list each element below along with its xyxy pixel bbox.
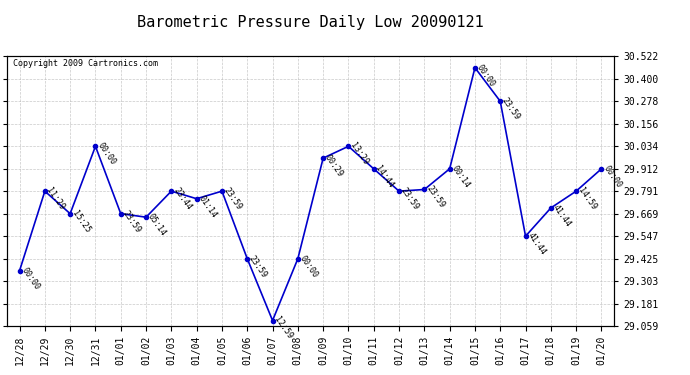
- Text: 00:00: 00:00: [602, 164, 623, 189]
- Text: 41:44: 41:44: [526, 231, 547, 256]
- Text: 01:14: 01:14: [197, 194, 218, 219]
- Text: 11:29: 11:29: [45, 186, 66, 211]
- Text: 13:29: 13:29: [348, 141, 370, 167]
- Text: Barometric Pressure Daily Low 20090121: Barometric Pressure Daily Low 20090121: [137, 15, 484, 30]
- Text: 14:59: 14:59: [576, 186, 598, 211]
- Text: 23:59: 23:59: [500, 96, 522, 122]
- Text: 14:44: 14:44: [374, 164, 395, 189]
- Text: 00:00: 00:00: [298, 254, 319, 279]
- Text: 00:14: 00:14: [450, 164, 471, 189]
- Text: 23:59: 23:59: [399, 186, 421, 211]
- Text: 00:00: 00:00: [19, 266, 41, 291]
- Text: 05:14: 05:14: [146, 212, 168, 238]
- Text: 00:00: 00:00: [475, 63, 497, 88]
- Text: 00:29: 00:29: [323, 153, 345, 178]
- Text: 12:59: 12:59: [273, 315, 294, 341]
- Text: 41:44: 41:44: [551, 203, 573, 228]
- Text: 15:25: 15:25: [70, 209, 92, 234]
- Text: 00:00: 00:00: [95, 141, 117, 167]
- Text: 23:59: 23:59: [424, 184, 446, 210]
- Text: 23:59: 23:59: [121, 209, 142, 234]
- Text: Copyright 2009 Cartronics.com: Copyright 2009 Cartronics.com: [13, 59, 158, 68]
- Text: 23:59: 23:59: [247, 254, 269, 279]
- Text: 23:44: 23:44: [171, 186, 193, 211]
- Text: 23:59: 23:59: [222, 186, 244, 211]
